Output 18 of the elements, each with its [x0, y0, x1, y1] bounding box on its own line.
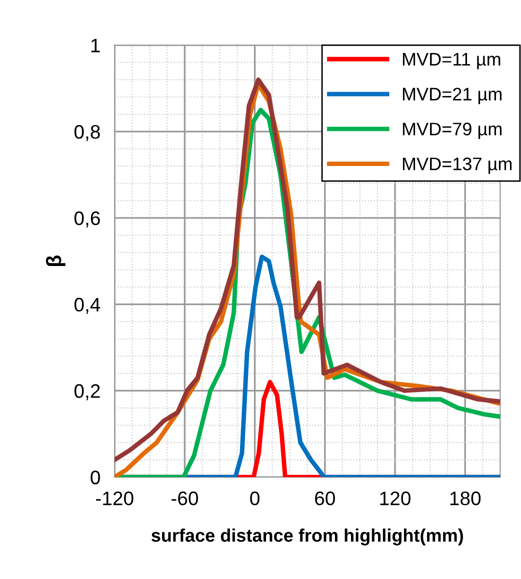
- x-tick-label: 120: [380, 492, 410, 506]
- y-tick-label: 0,8: [74, 125, 100, 142]
- y-tick-label: 1: [91, 38, 100, 52]
- legend-label: MVD=11 µm: [402, 53, 500, 70]
- x-tick-label: 0: [250, 492, 260, 506]
- y-tick-label: 0,2: [74, 384, 100, 400]
- y-axis-title: β: [46, 255, 66, 266]
- x-tick-label: 60: [315, 492, 335, 506]
- y-tick-label: 0: [90, 470, 100, 484]
- x-axis-title: surface distance from highlight(mm): [152, 528, 463, 546]
- legend-label: MVD=79 µm: [402, 122, 502, 139]
- x-tick-label: 180: [450, 492, 481, 506]
- y-tick-label: 0,4: [74, 298, 100, 314]
- legend-label: MVD=21 µm: [402, 88, 502, 104]
- x-tick-label: -120: [96, 492, 134, 506]
- x-tick-label: -60: [172, 492, 198, 506]
- legend-label: MVD=137 µm: [402, 158, 512, 174]
- y-tick-label: 0,6: [74, 211, 100, 228]
